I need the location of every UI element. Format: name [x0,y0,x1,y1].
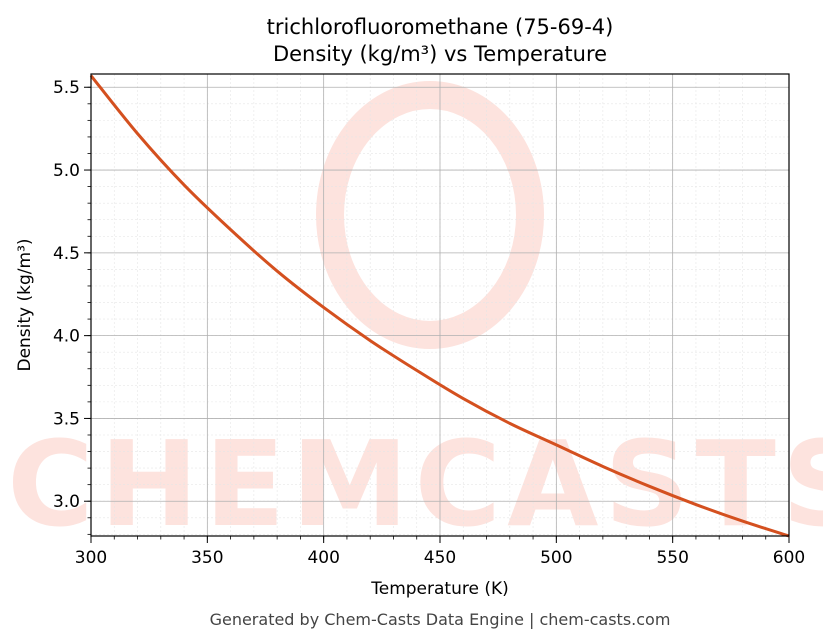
watermark: CHEMCASTS [7,81,823,553]
tick-labels: 300 350 400 450 500 550 600 3.0 3.5 4.0 4.5 5.0 5.5 [53,78,805,568]
watermark-text: CHEMCASTS [7,415,823,553]
y-tick-label: 4.0 [53,327,80,347]
x-axis-label: Temperature (K) [370,579,509,599]
x-tick-label: 400 [307,548,339,568]
y-tick-label: 5.5 [53,78,80,98]
x-tick-label: 550 [656,548,688,568]
x-tick-label: 600 [773,548,805,568]
y-tick-label: 5.0 [53,161,80,181]
chart-title-line2: Density (kg/m³) vs Temperature [273,42,607,66]
y-tick-label: 4.5 [53,244,80,264]
plot-frame [90,73,790,537]
y-tick-label: 3.0 [53,492,80,512]
footer-credit: Generated by Chem-Casts Data Engine | ch… [210,610,671,629]
density-series-line [89,74,790,538]
chart-title-line1: trichlorofluoromethane (75-69-4) [267,15,614,39]
y-tick-label: 3.5 [53,409,80,429]
watermark-logo-icon [316,81,544,349]
y-axis-label: Density (kg/m³) [15,238,35,371]
x-tick-label: 500 [540,548,572,568]
x-tick-label: 350 [191,548,223,568]
x-tick-label: 450 [424,548,456,568]
x-tick-label: 300 [75,548,107,568]
